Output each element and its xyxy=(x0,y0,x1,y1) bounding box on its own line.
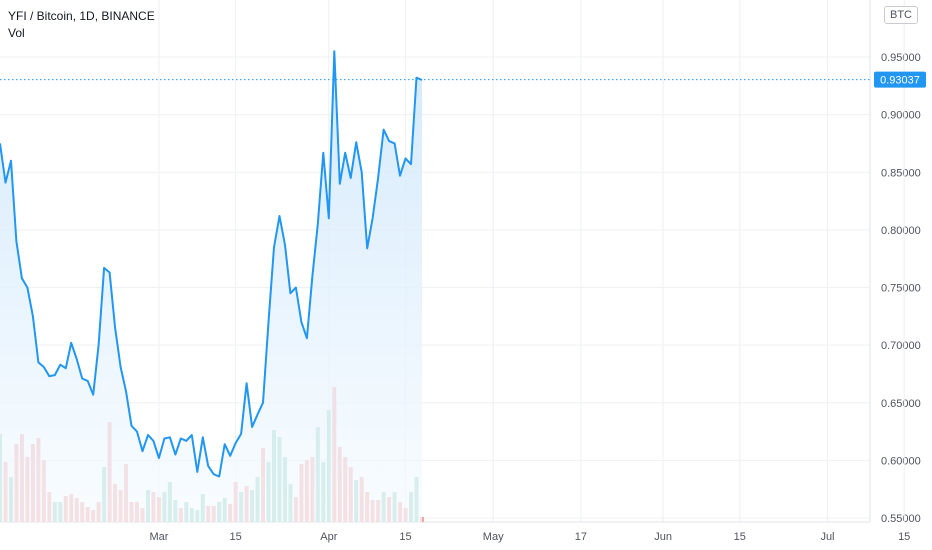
y-tick-label: 0.80000 xyxy=(881,225,921,237)
x-tick-label: 15 xyxy=(734,531,746,543)
y-tick-label: 0.95000 xyxy=(881,52,921,64)
y-tick-label: 0.55000 xyxy=(881,513,921,525)
y-tick-label: 0.85000 xyxy=(881,167,921,179)
currency-button[interactable]: BTC xyxy=(884,6,918,24)
last-price-label-bg xyxy=(874,71,926,88)
price-area xyxy=(0,51,422,522)
y-tick-label: 0.60000 xyxy=(881,455,921,467)
y-tick-label: 0.65000 xyxy=(881,398,921,410)
x-tick-label: 15 xyxy=(399,531,411,543)
x-tick-label: 15 xyxy=(230,531,242,543)
x-tick-label: 15 xyxy=(898,531,910,543)
x-tick-label: 17 xyxy=(575,531,587,543)
x-tick-label: Apr xyxy=(320,531,337,543)
y-tick-label: 0.75000 xyxy=(881,283,921,295)
x-tick-label: May xyxy=(483,531,504,543)
volume-legend[interactable]: Vol xyxy=(8,26,25,40)
y-tick-label: 0.70000 xyxy=(881,340,921,352)
price-line xyxy=(0,50,423,478)
x-tick-label: Jun xyxy=(654,531,672,543)
symbol-legend[interactable]: YFI / Bitcoin, 1D, BINANCE xyxy=(8,9,155,23)
y-tick-label: 0.90000 xyxy=(881,110,921,122)
last-price-label: 0.93037 xyxy=(880,75,920,87)
x-tick-label: Mar xyxy=(149,531,168,543)
x-tick-label: Jul xyxy=(820,531,834,543)
